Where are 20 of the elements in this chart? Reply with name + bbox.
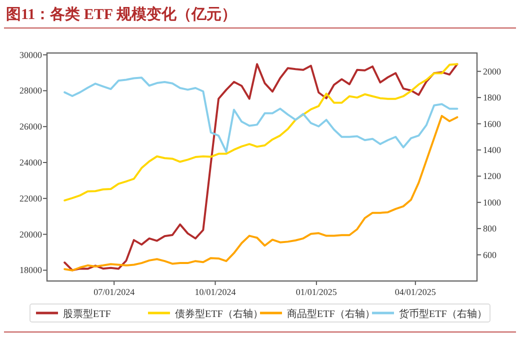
y2-tick-label: 1000	[483, 197, 502, 208]
title: 图11：各类 ETF 规模变化（亿元）	[6, 7, 236, 23]
y2-tick-label: 1200	[483, 171, 502, 182]
x-tick-label: 10/01/2024	[194, 287, 236, 297]
y-tick-label: 24000	[20, 158, 42, 168]
y-tick-label: 26000	[20, 122, 42, 132]
y2-tick-label: 1600	[483, 118, 502, 129]
x-tick-label: 07/01/2024	[94, 287, 136, 297]
y-tick-label: 28000	[20, 86, 42, 96]
y-tick-label: 18000	[20, 265, 42, 276]
y2-tick-label: 800	[483, 224, 497, 234]
y-tick-label: 22000	[20, 193, 42, 204]
y-tick-label: 30000	[20, 50, 42, 60]
y2-tick-label: 1800	[483, 92, 502, 103]
y2-tick-label: 2000	[483, 66, 502, 76]
y2-tick-label: 1400	[483, 144, 502, 155]
x-tick-label: 04/01/2025	[394, 287, 436, 297]
y-tick-label: 20000	[20, 229, 42, 240]
x-tick-label: 01/01/2025	[296, 287, 338, 297]
y2-tick-label: 600	[483, 250, 497, 260]
